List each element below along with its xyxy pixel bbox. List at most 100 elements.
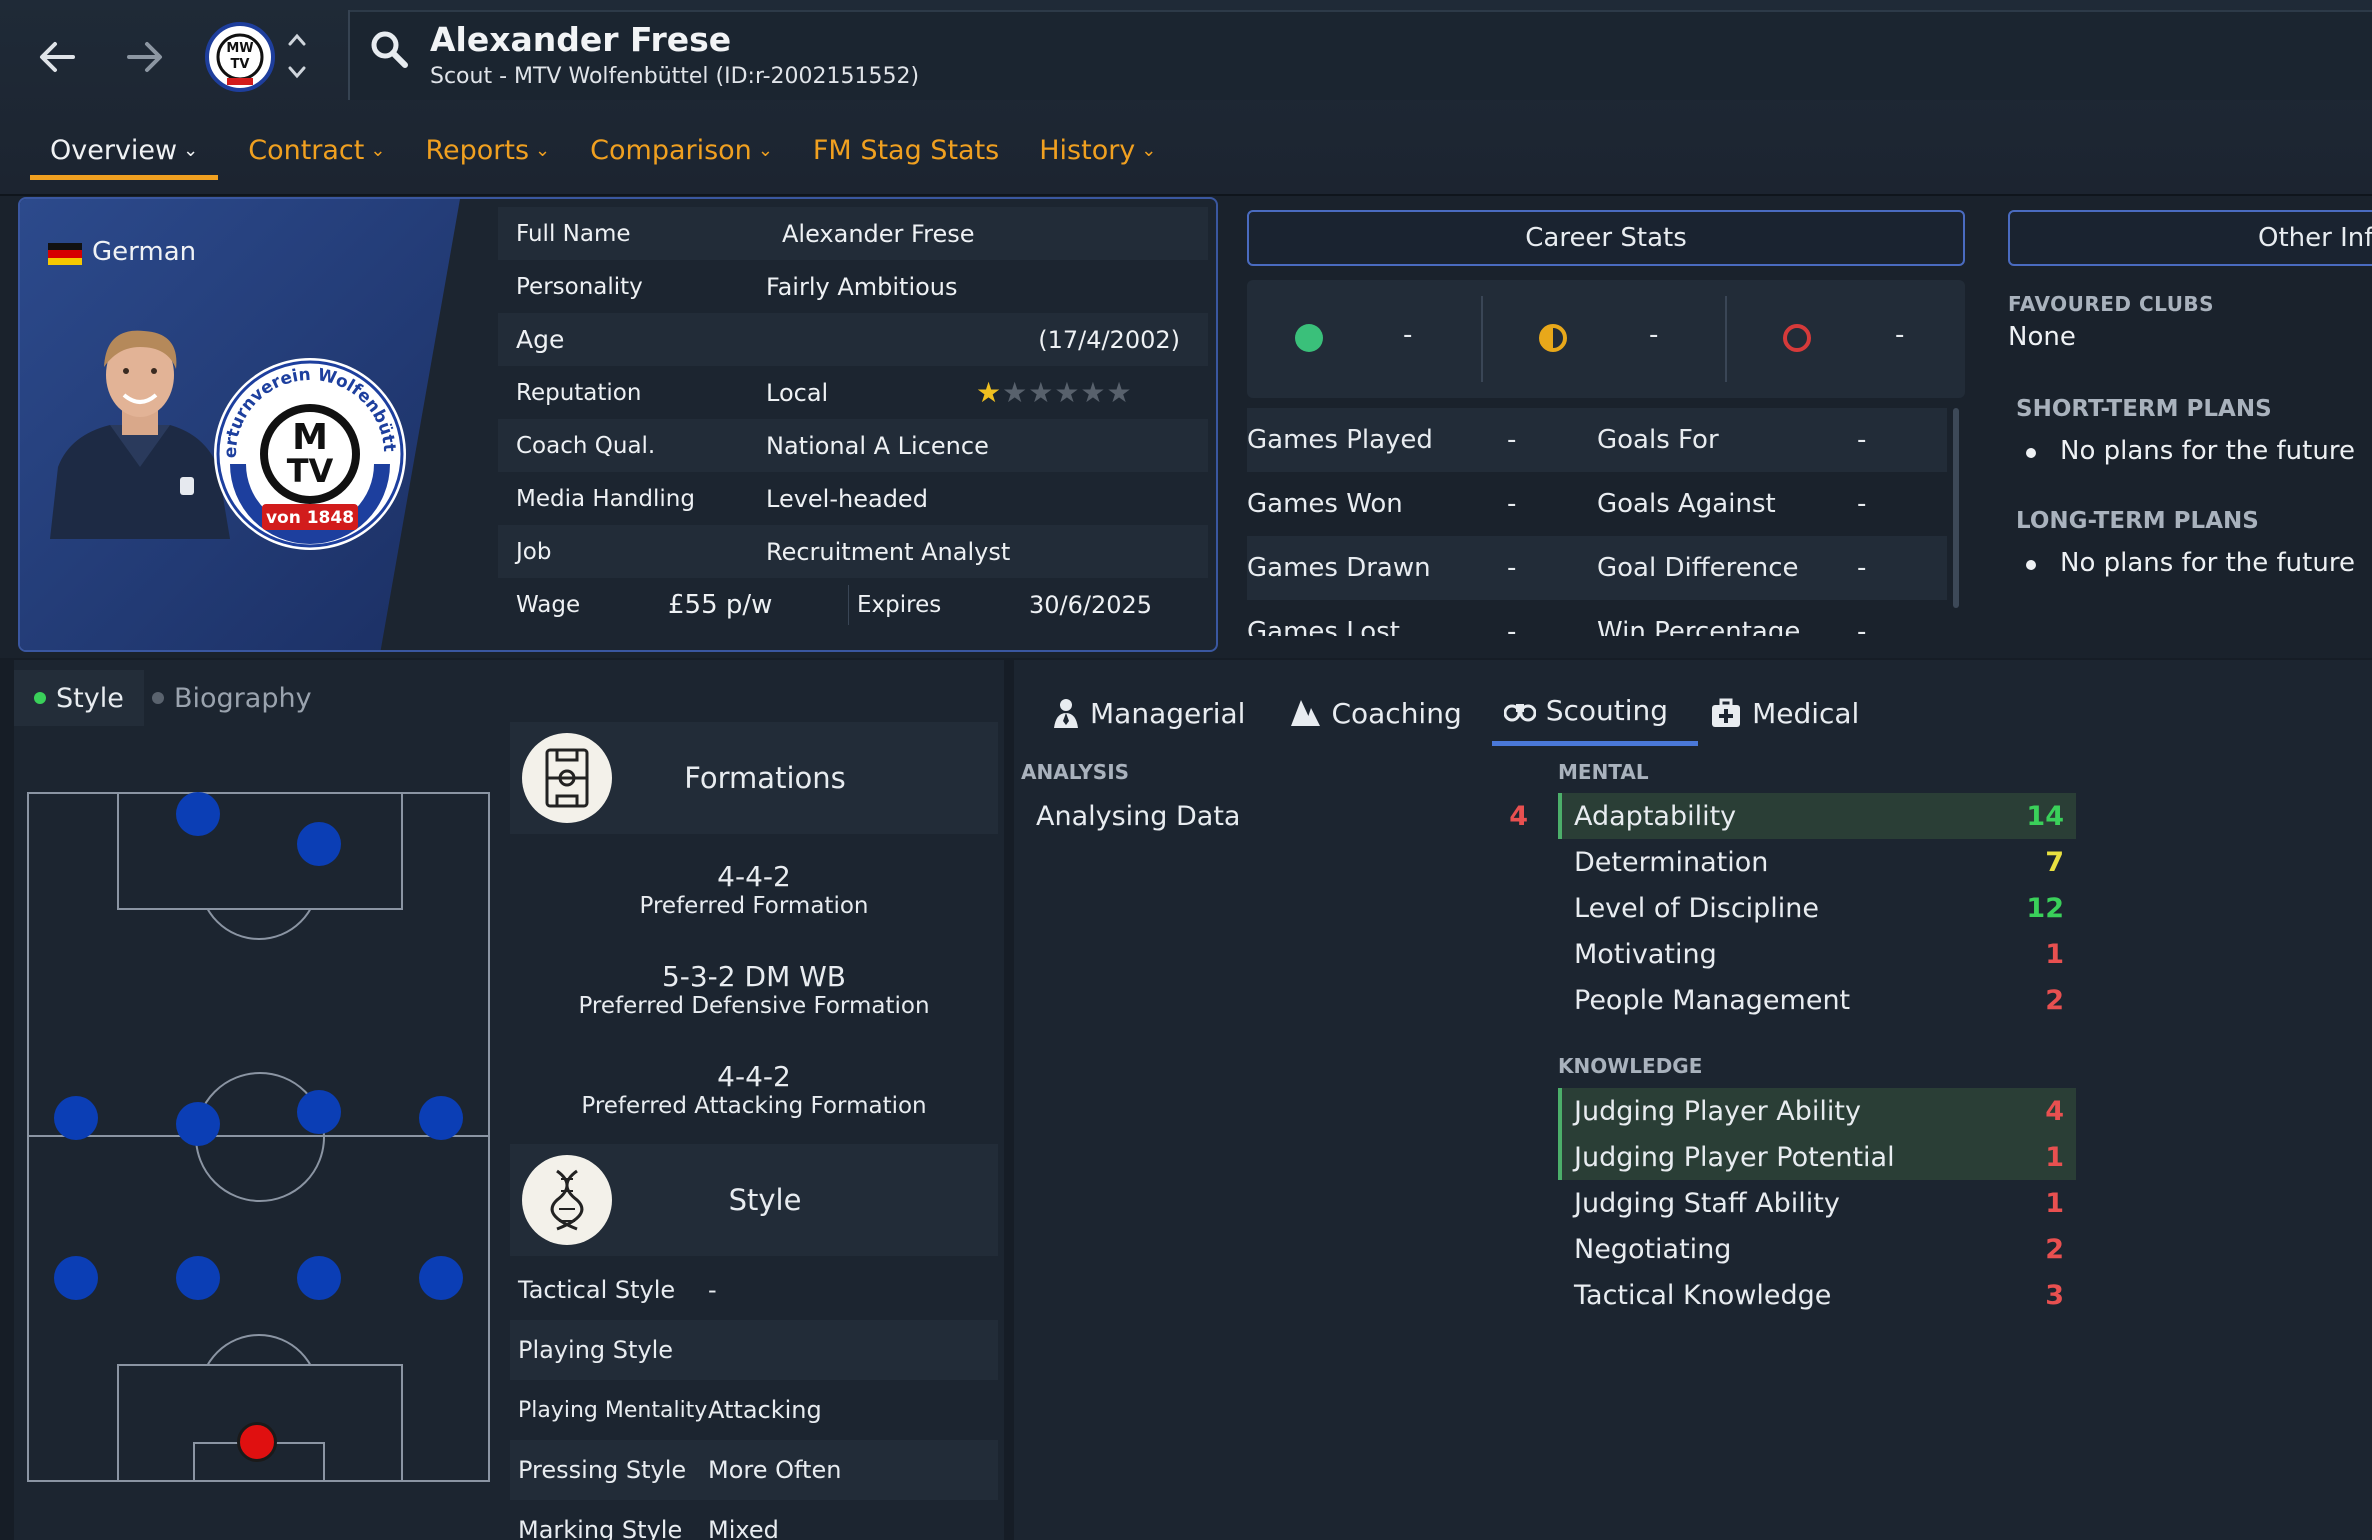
attribute-row[interactable]: Adaptability 14 <box>1558 793 2076 839</box>
tab-label: Comparison <box>590 135 752 166</box>
attribute-row[interactable]: Tactical Knowledge 3 <box>1558 1272 2076 1318</box>
info-label: Job <box>516 538 552 565</box>
profile-card: German Männerturnverein Wolfenbüttel e.V… <box>18 197 1218 652</box>
loss-icon <box>1783 324 1811 352</box>
tab-comparison[interactable]: Comparison ⌄ <box>570 128 793 180</box>
arrow-right-icon[interactable] <box>110 22 180 92</box>
other-info-header[interactable]: Other Info <box>2008 210 2372 266</box>
career-stats-header[interactable]: Career Stats <box>1247 210 1965 266</box>
tab-label: Reports <box>425 135 530 166</box>
attribute-row[interactable]: Judging Player Potential 1 <box>1558 1134 2076 1180</box>
long-term-plans-value: No plans for the future <box>2060 548 2355 578</box>
draw-icon <box>1539 324 1567 352</box>
tab-label: FM Stag Stats <box>812 135 1000 166</box>
attribute-row[interactable]: Judging Player Ability 4 <box>1558 1088 2076 1134</box>
info-row-reputation[interactable]: Reputation Local ★★★★★★ <box>498 366 1208 419</box>
tab-label: Scouting <box>1545 694 1669 727</box>
divider <box>848 584 849 625</box>
formations-title: Formations <box>684 761 846 795</box>
attribute-row[interactable]: Determination 7 <box>1558 839 2076 885</box>
main-tabs: Overview ⌄ Contract ⌄ Reports ⌄ Comparison ⌄… <box>30 128 1176 180</box>
info-label: Expires <box>857 591 942 618</box>
info-label: Personality <box>516 273 643 300</box>
stat-label: Goal Difference <box>1597 553 1799 583</box>
info-value: Local <box>766 378 829 407</box>
stat-label: Goals For <box>1597 425 1719 455</box>
search-icon[interactable] <box>368 28 418 78</box>
medical-kit-icon <box>1712 698 1741 727</box>
attribute-name: People Management <box>1574 984 1851 1016</box>
stat-value: - <box>1857 617 1867 636</box>
cone-icon <box>1291 700 1321 726</box>
tab-managerial[interactable]: Managerial <box>1040 680 1275 746</box>
attribute-row[interactable]: Analysing Data 4 <box>1020 793 1540 839</box>
attribute-row[interactable]: Level of Discipline 12 <box>1558 885 2076 931</box>
attribute-name: Negotiating <box>1574 1233 1732 1265</box>
win-icon <box>1295 324 1323 352</box>
info-value: National A Licence <box>766 431 989 460</box>
svg-text:M: M <box>292 417 328 458</box>
player-position-marker <box>54 1096 98 1140</box>
attribute-row[interactable]: Motivating 1 <box>1558 931 2076 977</box>
favoured-clubs-value: None <box>2008 322 2076 352</box>
chevron-down-icon: ⌄ <box>535 140 551 161</box>
tab-overview[interactable]: Overview ⌄ <box>30 128 219 180</box>
analysis-label: ANALYSIS <box>1021 760 1130 784</box>
career-scrollbar[interactable] <box>1953 408 1959 608</box>
info-value: (17/4/2002) <box>1038 325 1180 354</box>
tab-fm-stag-stats[interactable]: FM Stag Stats <box>793 128 1019 180</box>
divider <box>348 10 350 100</box>
tab-history[interactable]: History ⌄ <box>1019 128 1176 180</box>
table-row: Games Drawn - Goal Difference - <box>1247 536 1947 600</box>
stat-value: - <box>1507 425 1517 455</box>
germany-flag-icon <box>48 243 82 265</box>
attribute-row[interactable]: Negotiating 2 <box>1558 1226 2076 1272</box>
info-row-wage[interactable]: Wage £55 p/w Expires 30/6/2025 <box>498 578 1208 631</box>
club-switch-arrows[interactable] <box>285 28 309 91</box>
info-value: £55 p/w <box>668 589 773 620</box>
attribute-name: Judging Player Potential <box>1574 1141 1895 1173</box>
tab-medical[interactable]: Medical <box>1698 680 1889 746</box>
formation-value: 4-4-2 <box>717 1060 791 1093</box>
info-label: Wage <box>516 591 581 618</box>
short-term-plans-label: SHORT-TERM PLANS <box>2016 396 2272 422</box>
favoured-clubs-label: FAVOURED CLUBS <box>2008 292 2215 316</box>
attribute-value: 4 <box>2045 1095 2064 1127</box>
tab-coaching[interactable]: Coaching <box>1275 680 1491 746</box>
player-position-marker <box>176 792 220 836</box>
formation-block: 5-3-2 DM WB Preferred Defensive Formation <box>510 934 998 1034</box>
attribute-row[interactable]: Judging Staff Ability 1 <box>1558 1180 2076 1226</box>
club-crest-year: von 1848 <box>266 508 354 528</box>
tab-biography[interactable]: Biography <box>152 670 312 726</box>
style-value: - <box>708 1276 717 1304</box>
formation-block: 4-4-2 Preferred Attacking Formation <box>510 1034 998 1134</box>
tab-contract[interactable]: Contract ⌄ <box>218 128 405 180</box>
wins-value: - <box>1403 320 1413 350</box>
tab-label: History <box>1039 135 1136 166</box>
active-dot-icon <box>34 692 46 704</box>
short-term-plans-value: No plans for the future <box>2060 436 2355 466</box>
tab-label: Style <box>56 682 124 714</box>
chevron-down-icon: ⌄ <box>757 140 773 161</box>
attribute-value: 2 <box>2045 984 2064 1016</box>
tab-scouting[interactable]: Scouting <box>1491 680 1699 746</box>
attribute-value: 4 <box>1509 800 1528 832</box>
manager-icon <box>1054 699 1078 728</box>
club-logo-small[interactable]: MW TV <box>205 22 315 132</box>
tab-label: Overview <box>50 135 178 166</box>
stat-label: Games Drawn <box>1247 553 1431 583</box>
losses-value: - <box>1895 320 1905 350</box>
tab-reports[interactable]: Reports ⌄ <box>405 128 570 180</box>
tab-label: Biography <box>174 682 312 714</box>
style-row: Pressing Style More Often <box>510 1440 998 1500</box>
tab-style[interactable]: Style <box>14 670 144 726</box>
stat-label: Games Played <box>1247 425 1433 455</box>
club-crest: Männerturnverein Wolfenbüttel e.V. von 1… <box>202 339 410 554</box>
info-value: Fairly Ambitious <box>766 272 958 301</box>
tab-label: Managerial <box>1090 696 1246 730</box>
attribute-name: Tactical Knowledge <box>1574 1279 1832 1311</box>
chevron-down-icon: ⌄ <box>370 140 386 161</box>
info-row-full-name: Full Name Alexander Frese <box>498 207 1208 260</box>
attribute-row[interactable]: People Management 2 <box>1558 977 2076 1023</box>
arrow-left-icon[interactable] <box>22 22 92 92</box>
